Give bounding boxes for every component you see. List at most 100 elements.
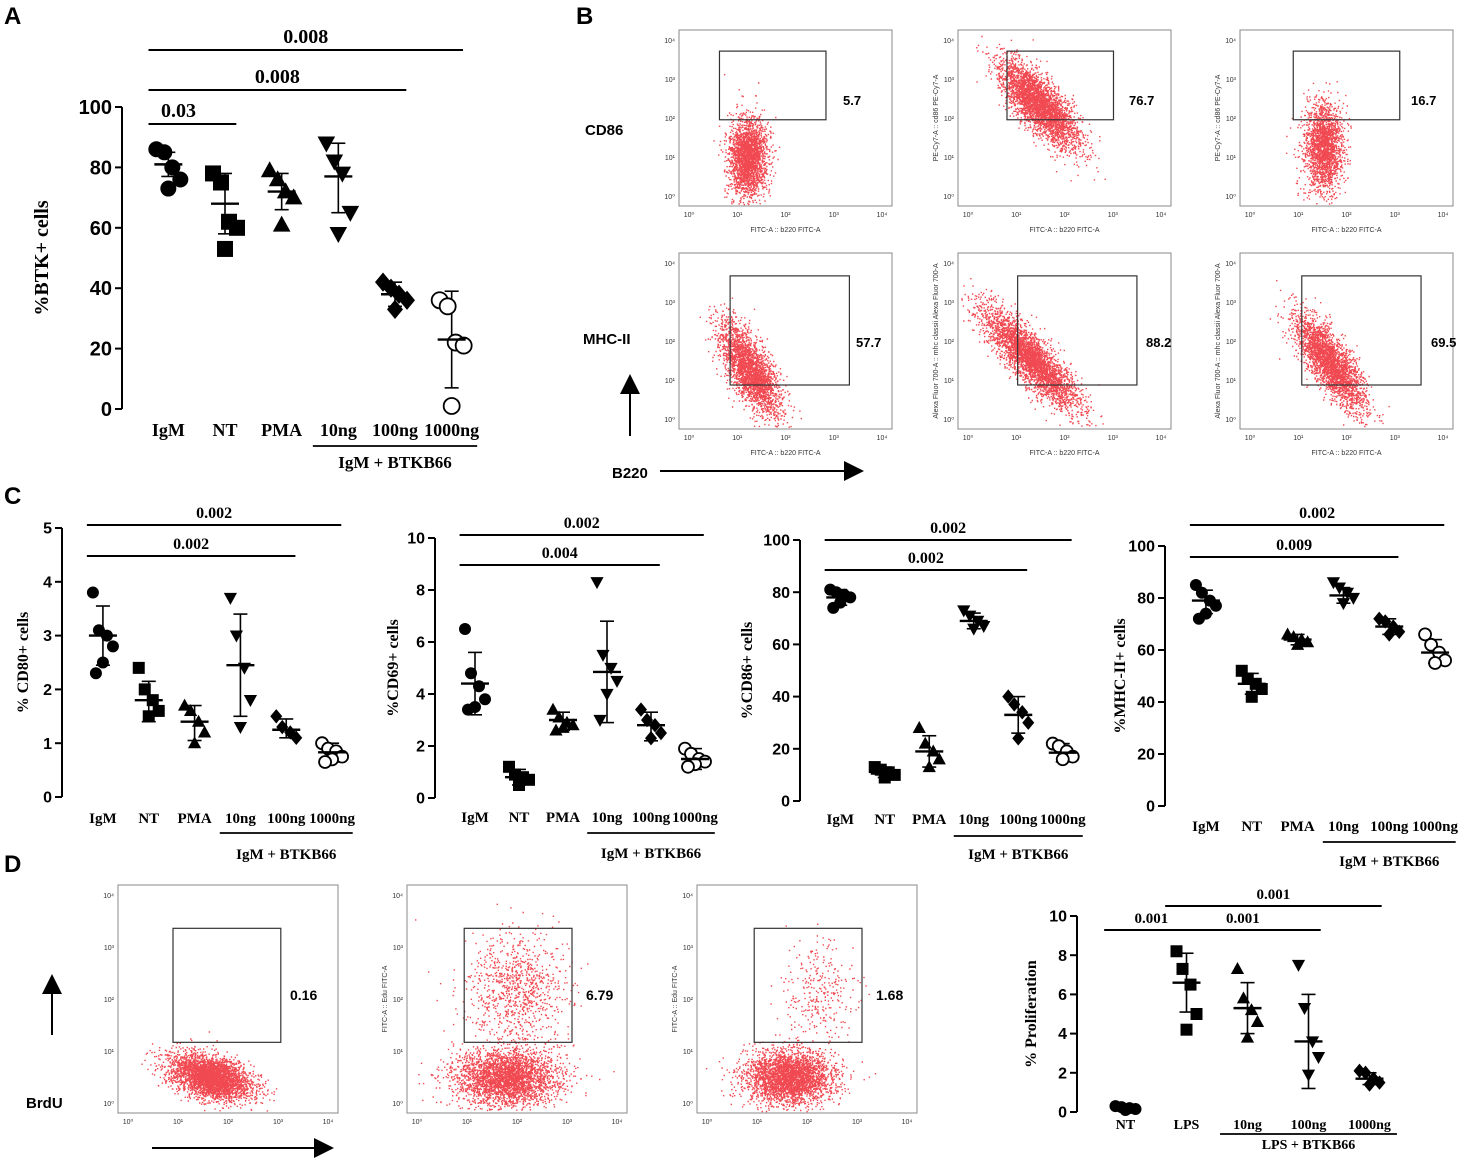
x-tick-label: 10ng [225, 811, 256, 827]
flow-tick: 10² [683, 997, 694, 1004]
x-tick-label: 10ng [592, 810, 623, 826]
data-point [465, 667, 477, 680]
x-tick-label: 1000ng [1412, 819, 1458, 835]
data-point [967, 623, 981, 636]
x-tick-label: IgM [152, 420, 185, 440]
data-point [138, 683, 151, 696]
p-value-label: 0.004 [542, 545, 578, 562]
flow-tick: 10⁴ [1156, 212, 1167, 219]
flow-tick: 10² [1059, 212, 1070, 219]
data-point [272, 215, 291, 232]
flow-tick: 10⁴ [103, 893, 114, 900]
flow-tick: 10⁰ [943, 193, 954, 201]
y-axis-label: %CD69+ cells [385, 619, 402, 717]
p-value-label: 0.009 [1276, 537, 1312, 554]
data-point [1379, 614, 1392, 629]
chart-cd69: 0 2 4 6 8 10 %CD69+ cells IgM NT PMA 10ng 100ng 1000… [385, 515, 718, 834]
data-point [270, 709, 283, 724]
data-point [1180, 1023, 1193, 1036]
data-point [681, 759, 695, 774]
data-point [1332, 582, 1347, 595]
x-tick-label: 1000ng [1040, 812, 1086, 828]
x-tick-label: 100ng [372, 420, 418, 440]
y-tick-label: 60 [772, 637, 790, 654]
x-tick-label: NT [212, 420, 237, 440]
data-point [217, 240, 233, 257]
series-10ng [957, 605, 991, 636]
data-point [473, 680, 485, 693]
series-1000ng [1353, 1063, 1386, 1092]
y-tick-label: 0 [1146, 799, 1155, 816]
flow-tick: 10⁰ [684, 434, 695, 442]
x-tick-label: 1000ng [672, 810, 718, 826]
flow-tick: 10¹ [732, 435, 743, 442]
gate-box [1292, 50, 1401, 121]
flow-tick: 10⁰ [103, 1100, 114, 1108]
x-tick-label: NT [138, 811, 159, 827]
data-point [1363, 1077, 1376, 1092]
y-tick-label: 100 [1128, 539, 1155, 556]
data-point [243, 695, 258, 708]
data-point [317, 136, 336, 153]
data-point [1230, 962, 1245, 975]
flow-tick: 10⁰ [702, 1118, 713, 1126]
data-point [1055, 752, 1070, 767]
data-point [213, 174, 229, 191]
data-point [590, 577, 604, 590]
data-point [546, 702, 560, 715]
flow-tick: 10⁰ [1245, 211, 1256, 219]
flow-tick: 10¹ [683, 1049, 694, 1056]
data-point [329, 227, 348, 244]
data-point [1170, 945, 1183, 958]
data-point [387, 299, 403, 319]
series-PMA [546, 702, 580, 736]
data-point [556, 720, 570, 733]
flow-tick: 10¹ [1011, 435, 1022, 442]
x-tick-label: LPS [1174, 1118, 1200, 1133]
data-point [1353, 1063, 1366, 1079]
gate-box [1301, 275, 1422, 386]
data-point [462, 703, 474, 716]
x-tick-label: NT [1116, 1118, 1136, 1133]
flow-tick: 10⁰ [963, 434, 974, 442]
flow-tick: 10⁴ [902, 1119, 913, 1126]
data-point [333, 166, 352, 183]
y-tick-label: 80 [1137, 591, 1155, 608]
x-tick-label: IgM [461, 810, 489, 826]
x-tick-label: 100ng [1291, 1118, 1327, 1133]
x-tick-label: PMA [178, 811, 212, 827]
y-tick-label: 40 [772, 689, 790, 706]
flow-events [699, 297, 802, 428]
y-axis-label: % CD80+ cells [15, 612, 32, 714]
flow-tick: 10⁰ [412, 1118, 423, 1126]
data-point [325, 154, 344, 171]
flow-tick: 10⁰ [1225, 193, 1236, 201]
x-tick-label: 10ng [320, 420, 357, 440]
plot-frame [406, 884, 628, 1114]
flow-tick: 10³ [944, 77, 955, 84]
series-PMA [260, 161, 303, 232]
flow-tick: 10¹ [1226, 155, 1237, 162]
data-point [183, 704, 198, 717]
gate-value: 0.16 [290, 987, 317, 1003]
data-point [479, 693, 491, 706]
data-point [1311, 1052, 1326, 1065]
x-tick-label: IgM [1192, 819, 1220, 835]
y-tick-label: 20 [1137, 747, 1155, 764]
flow-tick: 10² [1226, 116, 1237, 123]
gate-box [1006, 50, 1115, 121]
gate-box [718, 50, 827, 121]
flow-tick: 10¹ [1011, 212, 1022, 219]
plot-frame [1239, 29, 1454, 207]
flow-tick: 10⁴ [612, 1119, 623, 1126]
data-point [1383, 627, 1396, 642]
gate-value: 1.68 [876, 987, 903, 1003]
data-point [260, 161, 279, 178]
data-point [86, 586, 99, 599]
data-point [641, 712, 653, 728]
data-point [89, 667, 102, 680]
series-IgM [148, 141, 189, 197]
